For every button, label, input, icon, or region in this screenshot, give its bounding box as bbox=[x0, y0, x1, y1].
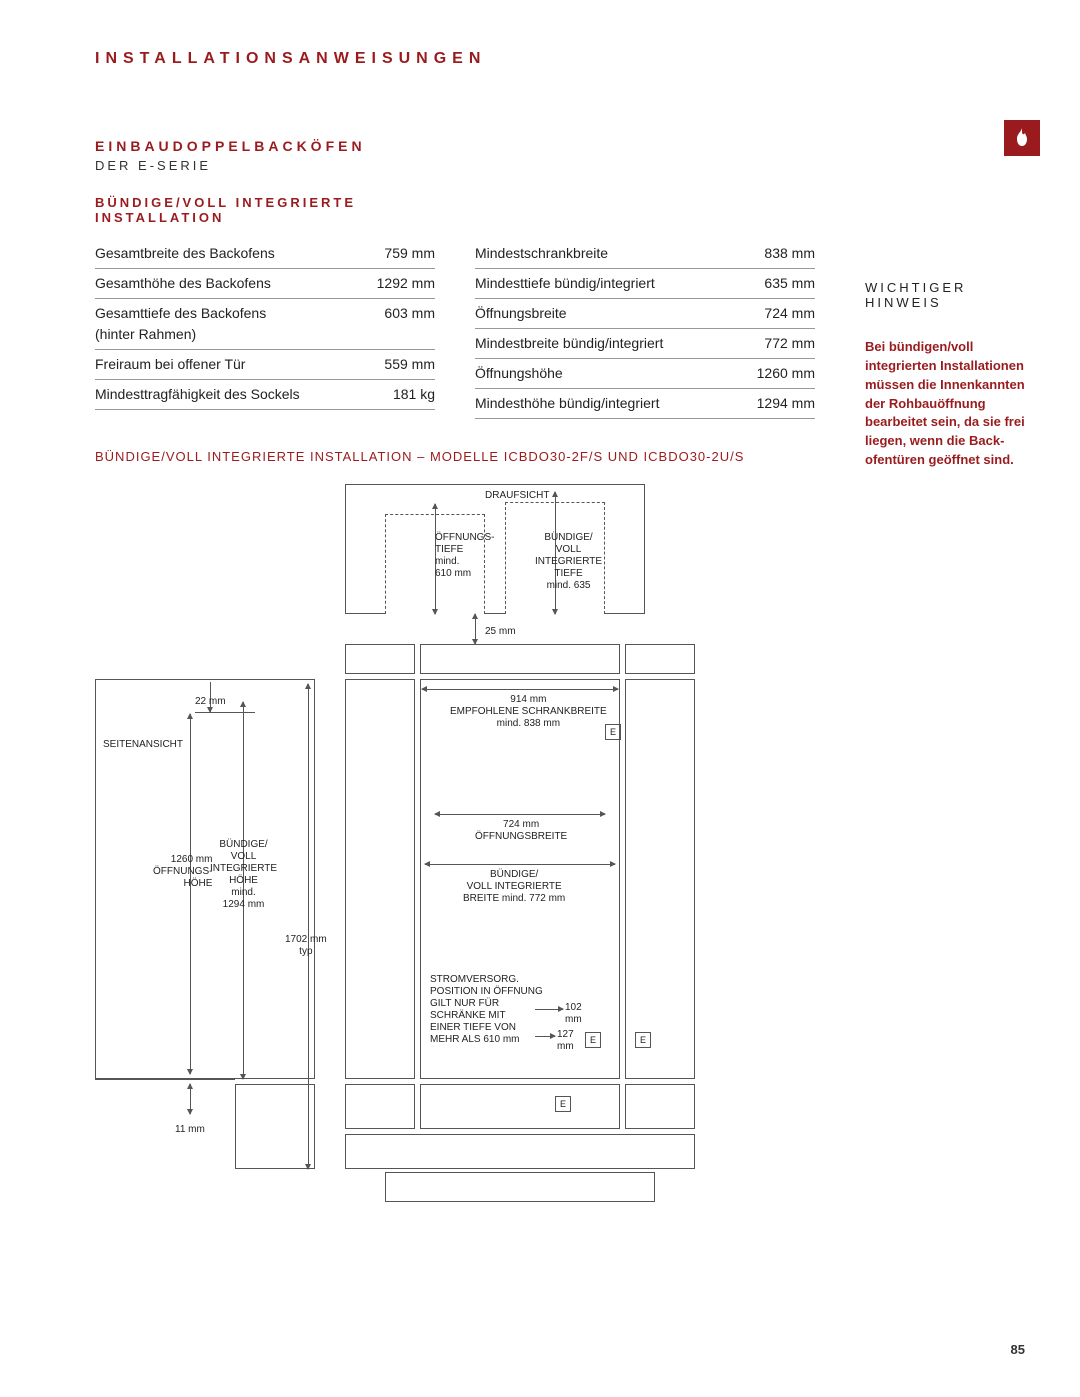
label-flushH: BÜNDIGE/ VOLL INTEGRIERTE HÖHE mind. 129… bbox=[210, 839, 277, 911]
front-top-mid bbox=[420, 644, 620, 674]
line-22 bbox=[195, 712, 255, 713]
label-102: 102 mm bbox=[565, 1002, 582, 1026]
row-value: 772 mm bbox=[764, 333, 815, 354]
front-base bbox=[345, 1134, 695, 1169]
row-value: 635 mm bbox=[764, 273, 815, 294]
series-label: DER E-SERIE bbox=[95, 158, 1000, 173]
table-row: Öffnungshöhe 1260 mm bbox=[475, 359, 815, 389]
row-label: Mindesttiefe bündig/integriert bbox=[475, 273, 655, 294]
row-label: Mindestbreite bündig/integriert bbox=[475, 333, 663, 354]
label-22: 22 mm bbox=[195, 696, 226, 708]
subhead: BÜNDIGE/VOLL INTEGRIERTE INSTALLATION bbox=[95, 195, 1000, 225]
label-side-title: SEITENANSICHT bbox=[103, 739, 183, 751]
arrow-11 bbox=[190, 1084, 191, 1114]
row-value: 559 mm bbox=[384, 354, 435, 375]
front-toe bbox=[385, 1172, 655, 1202]
arrow-flush-width bbox=[425, 864, 615, 865]
arrow-open-width bbox=[435, 814, 605, 815]
row-label: Gesamtbreite des Backofens bbox=[95, 243, 275, 264]
table-right: Mindestschrankbreite 838 mm Mindesttiefe b… bbox=[475, 239, 815, 419]
row-value: 759 mm bbox=[384, 243, 435, 264]
table-row: Mindestschrankbreite 838 mm bbox=[475, 239, 815, 269]
page-heading: INSTALLATIONSANWEISUNGEN bbox=[95, 50, 1000, 68]
front-bl bbox=[345, 1084, 415, 1129]
table-left: Gesamtbreite des Backofens 759 mm Gesamthö… bbox=[95, 239, 435, 419]
row-label: Mindestschrankbreite bbox=[475, 243, 608, 264]
table-row: Gesamttiefe des Backofens (hinter Rahmen… bbox=[95, 299, 435, 350]
table-row: Gesamtbreite des Backofens 759 mm bbox=[95, 239, 435, 269]
table-row: Mindesttiefe bündig/integriert 635 mm bbox=[475, 269, 815, 299]
table-row: Gesamthöhe des Backofens 1292 mm bbox=[95, 269, 435, 299]
table-row: Mindesttragfähigkeit des Sockels 181 kg bbox=[95, 380, 435, 410]
table-row: Mindestbreite bündig/integriert 772 mm bbox=[475, 329, 815, 359]
arrow-rec-width bbox=[422, 689, 618, 690]
installation-diagram: DRAUFSICHT ÖFFNUNGS- TIEFE mind. 610 mm … bbox=[95, 484, 835, 1204]
front-right-col bbox=[625, 679, 695, 1079]
row-value: 838 mm bbox=[764, 243, 815, 264]
arrow-power-127 bbox=[535, 1036, 555, 1037]
front-top-right bbox=[625, 644, 695, 674]
page-number: 85 bbox=[1011, 1342, 1025, 1357]
side-note: WICHTIGER HINWEIS Bei bündigen/voll inte… bbox=[865, 280, 1025, 470]
label-gap: 25 mm bbox=[485, 626, 516, 638]
row-value: 181 kg bbox=[393, 384, 435, 405]
row-label: Mindesthöhe bündig/integriert bbox=[475, 393, 659, 414]
label-power: STROMVERSORG. POSITION IN ÖFFNUNG GILT N… bbox=[430, 974, 543, 1046]
arrow-typH bbox=[308, 684, 309, 1169]
e-box-4: E bbox=[555, 1096, 571, 1112]
arrow-power-102 bbox=[535, 1009, 563, 1010]
label-11: 11 mm bbox=[175, 1124, 205, 1136]
row-value: 1260 mm bbox=[757, 363, 815, 384]
side-note-body: Bei bündigen/voll integrierten Installat… bbox=[865, 338, 1025, 470]
side-plinth bbox=[235, 1084, 315, 1169]
e-box-2: E bbox=[585, 1032, 601, 1048]
side-shelf bbox=[95, 1079, 235, 1080]
label-rec-width: 914 mm EMPFOHLENE SCHRANKBREITE mind. 83… bbox=[450, 694, 607, 730]
front-br bbox=[625, 1084, 695, 1129]
flame-icon bbox=[1004, 120, 1040, 156]
front-bm bbox=[420, 1084, 620, 1129]
label-flush-width: BÜNDIGE/ VOLL INTEGRIERTE BREITE mind. 7… bbox=[463, 869, 565, 905]
row-label: Freiraum bei offener Tür bbox=[95, 354, 245, 375]
row-label: Mindesttragfähigkeit des Sockels bbox=[95, 384, 300, 405]
table-row: Öffnungsbreite 724 mm bbox=[475, 299, 815, 329]
side-note-heading: WICHTIGER HINWEIS bbox=[865, 280, 1025, 310]
table-row: Freiraum bei offener Tür 559 mm bbox=[95, 350, 435, 380]
row-label: Gesamthöhe des Backofens bbox=[95, 273, 271, 294]
row-value: 724 mm bbox=[764, 303, 815, 324]
row-label: Gesamttiefe des Backofens (hinter Rahmen… bbox=[95, 303, 266, 345]
row-value: 1292 mm bbox=[377, 273, 435, 294]
row-value: 603 mm bbox=[384, 303, 435, 345]
e-box-3: E bbox=[635, 1032, 651, 1048]
front-left-col bbox=[345, 679, 415, 1079]
arrow-gap bbox=[475, 614, 476, 644]
label-flush-depth: BÜNDIGE/ VOLL INTEGRIERTE TIEFE mind. 63… bbox=[535, 532, 602, 592]
label-open-depth: ÖFFNUNGS- TIEFE mind. 610 mm bbox=[435, 532, 494, 580]
row-label: Öffnungsbreite bbox=[475, 303, 567, 324]
front-top-left bbox=[345, 644, 415, 674]
arrow-openH bbox=[190, 714, 191, 1074]
label-open-width: 724 mm ÖFFNUNGSBREITE bbox=[475, 819, 567, 843]
row-label: Öffnungshöhe bbox=[475, 363, 563, 384]
label-typH: 1702 mm typ bbox=[285, 934, 327, 958]
row-value: 1294 mm bbox=[757, 393, 815, 414]
section-title: EINBAUDOPPELBACKÖFEN bbox=[95, 138, 1000, 154]
table-row: Mindesthöhe bündig/integriert 1294 mm bbox=[475, 389, 815, 419]
label-draufsicht: DRAUFSICHT bbox=[485, 490, 549, 502]
label-127: 127 mm bbox=[557, 1029, 574, 1053]
e-box-1: E bbox=[605, 724, 621, 740]
label-openH: 1260 mm ÖFFNUNGS- HÖHE bbox=[153, 854, 212, 890]
